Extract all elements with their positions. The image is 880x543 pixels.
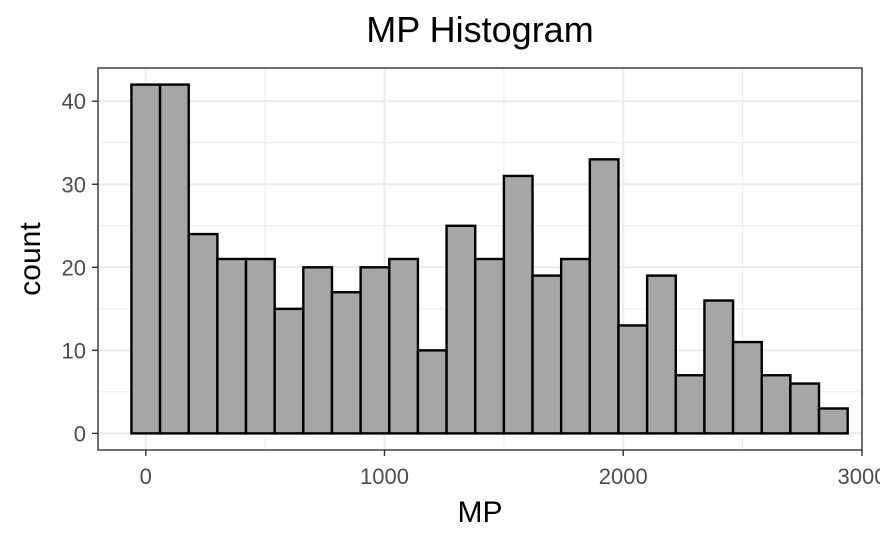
histogram-bar	[130, 83, 162, 435]
histogram-bar	[158, 83, 190, 435]
x-tick-label: 2000	[599, 464, 648, 489]
histogram-bar	[789, 382, 821, 435]
histogram-bar	[416, 349, 448, 435]
x-tick-label: 0	[140, 464, 152, 489]
panel-border	[97, 67, 863, 451]
histogram-bar	[187, 232, 219, 435]
histogram-bar	[273, 307, 305, 435]
y-tick-label: 40	[62, 89, 86, 114]
x-axis-title: MP	[458, 496, 503, 529]
histogram-bar	[674, 374, 706, 435]
histogram-bar	[703, 299, 735, 435]
chart-title: MP Histogram	[366, 9, 593, 50]
histogram-bar	[531, 274, 563, 435]
y-axis-title: count	[14, 222, 47, 296]
histogram-bar	[559, 257, 592, 435]
histogram-bar	[588, 158, 620, 435]
histogram-bar	[302, 266, 334, 435]
histogram-bar	[617, 324, 649, 435]
histogram-bar	[474, 257, 506, 435]
y-tick-label: 20	[62, 255, 86, 280]
bars	[130, 83, 849, 435]
histogram-bar	[445, 224, 477, 435]
histogram-bar	[216, 257, 248, 435]
histogram-bar	[645, 274, 677, 435]
y-tick-label: 10	[62, 338, 86, 363]
histogram-bar	[760, 374, 792, 435]
y-tick-label: 30	[62, 172, 86, 197]
histogram-bar	[817, 407, 849, 435]
histogram-bar	[244, 257, 276, 435]
y-tick-label: 0	[74, 421, 86, 446]
histogram-bar	[502, 174, 534, 435]
histogram-bar	[731, 340, 763, 435]
x-tick-label: 1000	[360, 464, 409, 489]
histogram-bar	[388, 257, 420, 435]
histogram-bar	[330, 291, 362, 435]
histogram-bar	[359, 266, 391, 435]
